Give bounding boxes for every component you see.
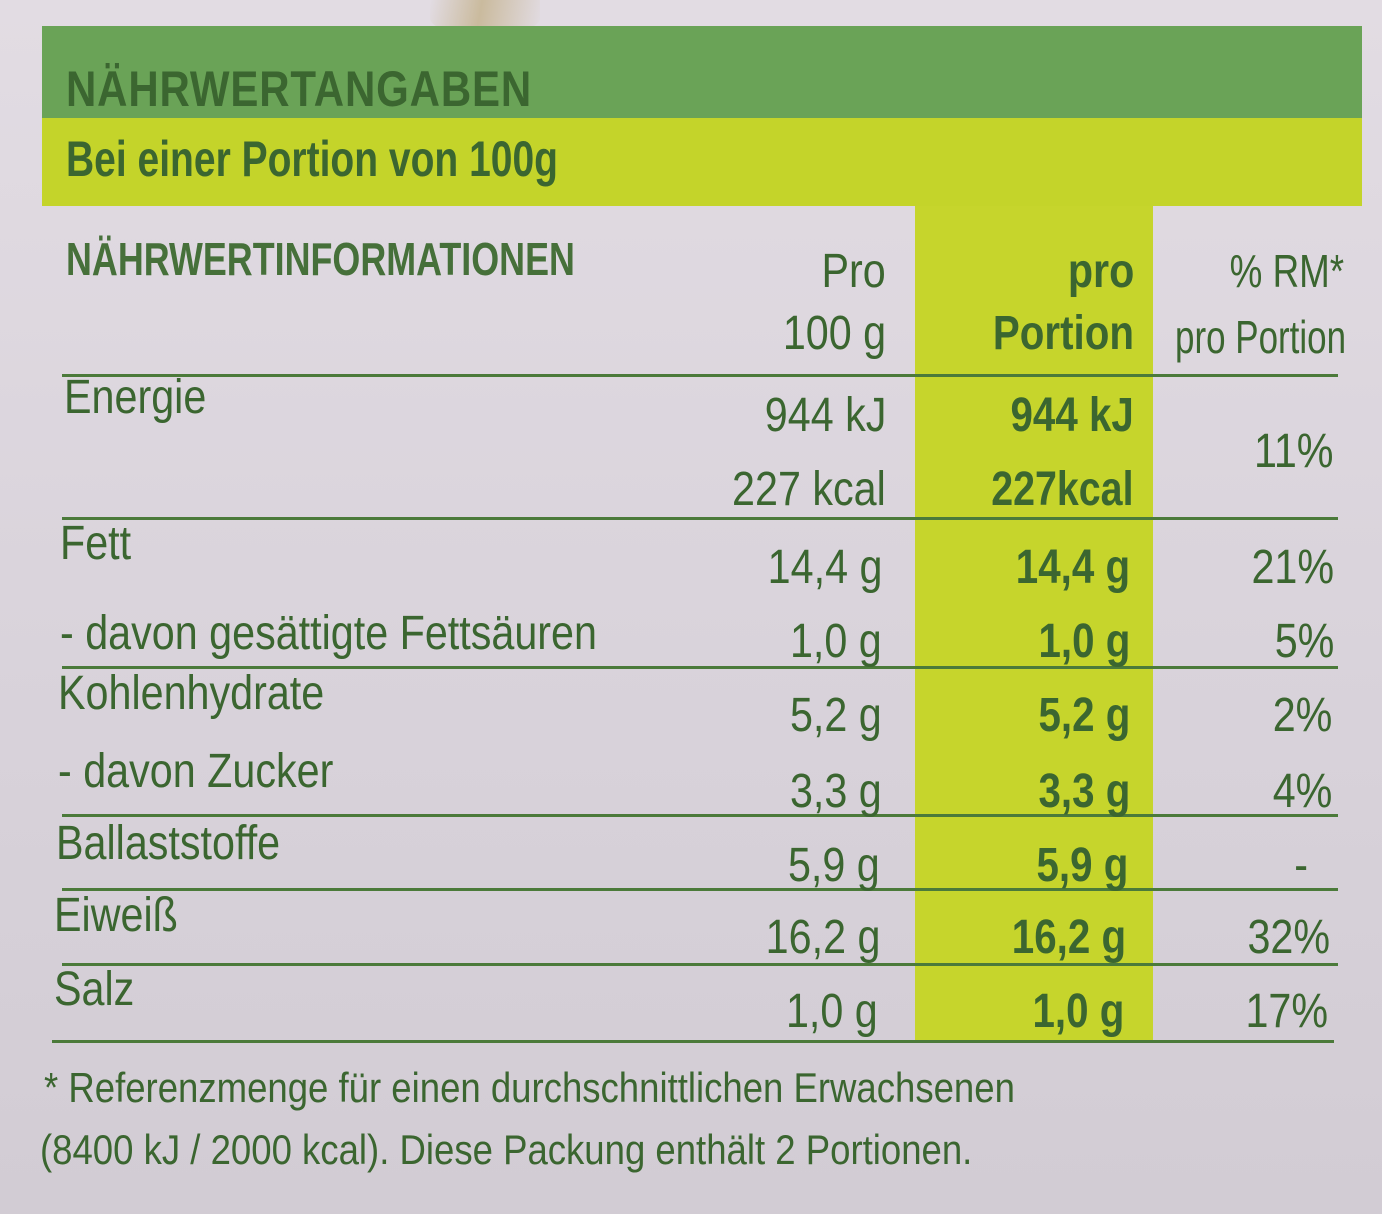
- footnote-line1: * Referenzmenge für einen durchschnittli…: [44, 1064, 1015, 1111]
- row-name-protein: Eiweiß: [54, 889, 178, 942]
- col-header-portion-line2: Portion: [992, 307, 1134, 360]
- row-name-fat: Fett: [60, 517, 132, 570]
- row-portion-energy-kcal: 227kcal: [991, 463, 1134, 516]
- row-per100-carbs: 5,2 g: [790, 689, 882, 742]
- row-per100-fiber: 5,9 g: [788, 839, 880, 892]
- row-rm-saturated: 5%: [1274, 615, 1334, 668]
- header-green-band: [42, 26, 1362, 118]
- row-name-salt: Salz: [54, 963, 135, 1016]
- col-header-portion-line1: pro: [1067, 245, 1134, 298]
- row-name-saturated: - davon gesättigte Fettsäuren: [60, 607, 597, 660]
- row-per100-salt: 1,0 g: [786, 985, 878, 1038]
- row-per100-sugar: 3,3 g: [790, 765, 882, 818]
- rule-after-fat: [62, 666, 1338, 669]
- row-rm-salt: 17%: [1245, 985, 1328, 1038]
- col-header-per100-line1: Pro: [821, 245, 886, 298]
- row-name-carbs: Kohlenhydrate: [58, 667, 325, 720]
- row-rm-sugar: 4%: [1272, 765, 1332, 818]
- row-rm-carbs: 2%: [1272, 689, 1332, 742]
- rule-after-salt: [52, 1040, 1334, 1043]
- row-rm-fiber: -: [1294, 839, 1308, 892]
- row-portion-fat: 14,4 g: [1015, 541, 1130, 594]
- row-rm-protein: 32%: [1247, 911, 1330, 964]
- row-rm-fat: 21%: [1251, 541, 1334, 594]
- col-header-rm-line1: % RM*: [1229, 245, 1345, 297]
- row-portion-salt: 1,0 g: [1032, 985, 1124, 1038]
- row-portion-protein: 16,2 g: [1011, 911, 1126, 964]
- row-per100-saturated: 1,0 g: [790, 615, 882, 668]
- rule-after-protein: [62, 963, 1338, 966]
- row-portion-saturated: 1,0 g: [1038, 615, 1130, 668]
- row-per100-protein: 16,2 g: [765, 911, 880, 964]
- row-portion-sugar: 3,3 g: [1038, 765, 1130, 818]
- rule-after-fiber: [62, 888, 1338, 891]
- row-name-fiber: Ballaststoffe: [56, 817, 281, 870]
- row-per100-fat: 14,4 g: [767, 541, 882, 594]
- footnote-line2: (8400 kJ / 2000 kcal). Diese Packung ent…: [40, 1126, 973, 1173]
- col-header-per100-line2: 100 g: [782, 307, 886, 360]
- row-portion-carbs: 5,2 g: [1038, 689, 1130, 742]
- label-title: NÄHRWERTANGABEN: [66, 61, 533, 117]
- row-rm-energy: 11%: [1254, 425, 1334, 478]
- row-per100-energy-kcal: 227 kcal: [732, 463, 886, 516]
- row-portion-fiber: 5,9 g: [1036, 839, 1128, 892]
- rule-under-header: [62, 374, 1338, 377]
- rule-after-energy: [62, 517, 1338, 520]
- rule-after-carbs: [62, 814, 1338, 817]
- header-yellow-band: [42, 118, 1362, 206]
- row-per100-energy-kj: 944 kJ: [764, 389, 886, 442]
- row-portion-energy-kj: 944 kJ: [1010, 389, 1134, 442]
- col-header-name: NÄHRWERTINFORMATIONEN: [66, 233, 575, 285]
- col-header-rm-line2: pro Portion: [1174, 311, 1346, 363]
- row-name-sugar: - davon Zucker: [58, 745, 334, 798]
- row-name-energy: Energie: [64, 371, 207, 424]
- label-subtitle: Bei einer Portion von 100g: [66, 131, 558, 187]
- portion-column-highlight: [915, 206, 1153, 1042]
